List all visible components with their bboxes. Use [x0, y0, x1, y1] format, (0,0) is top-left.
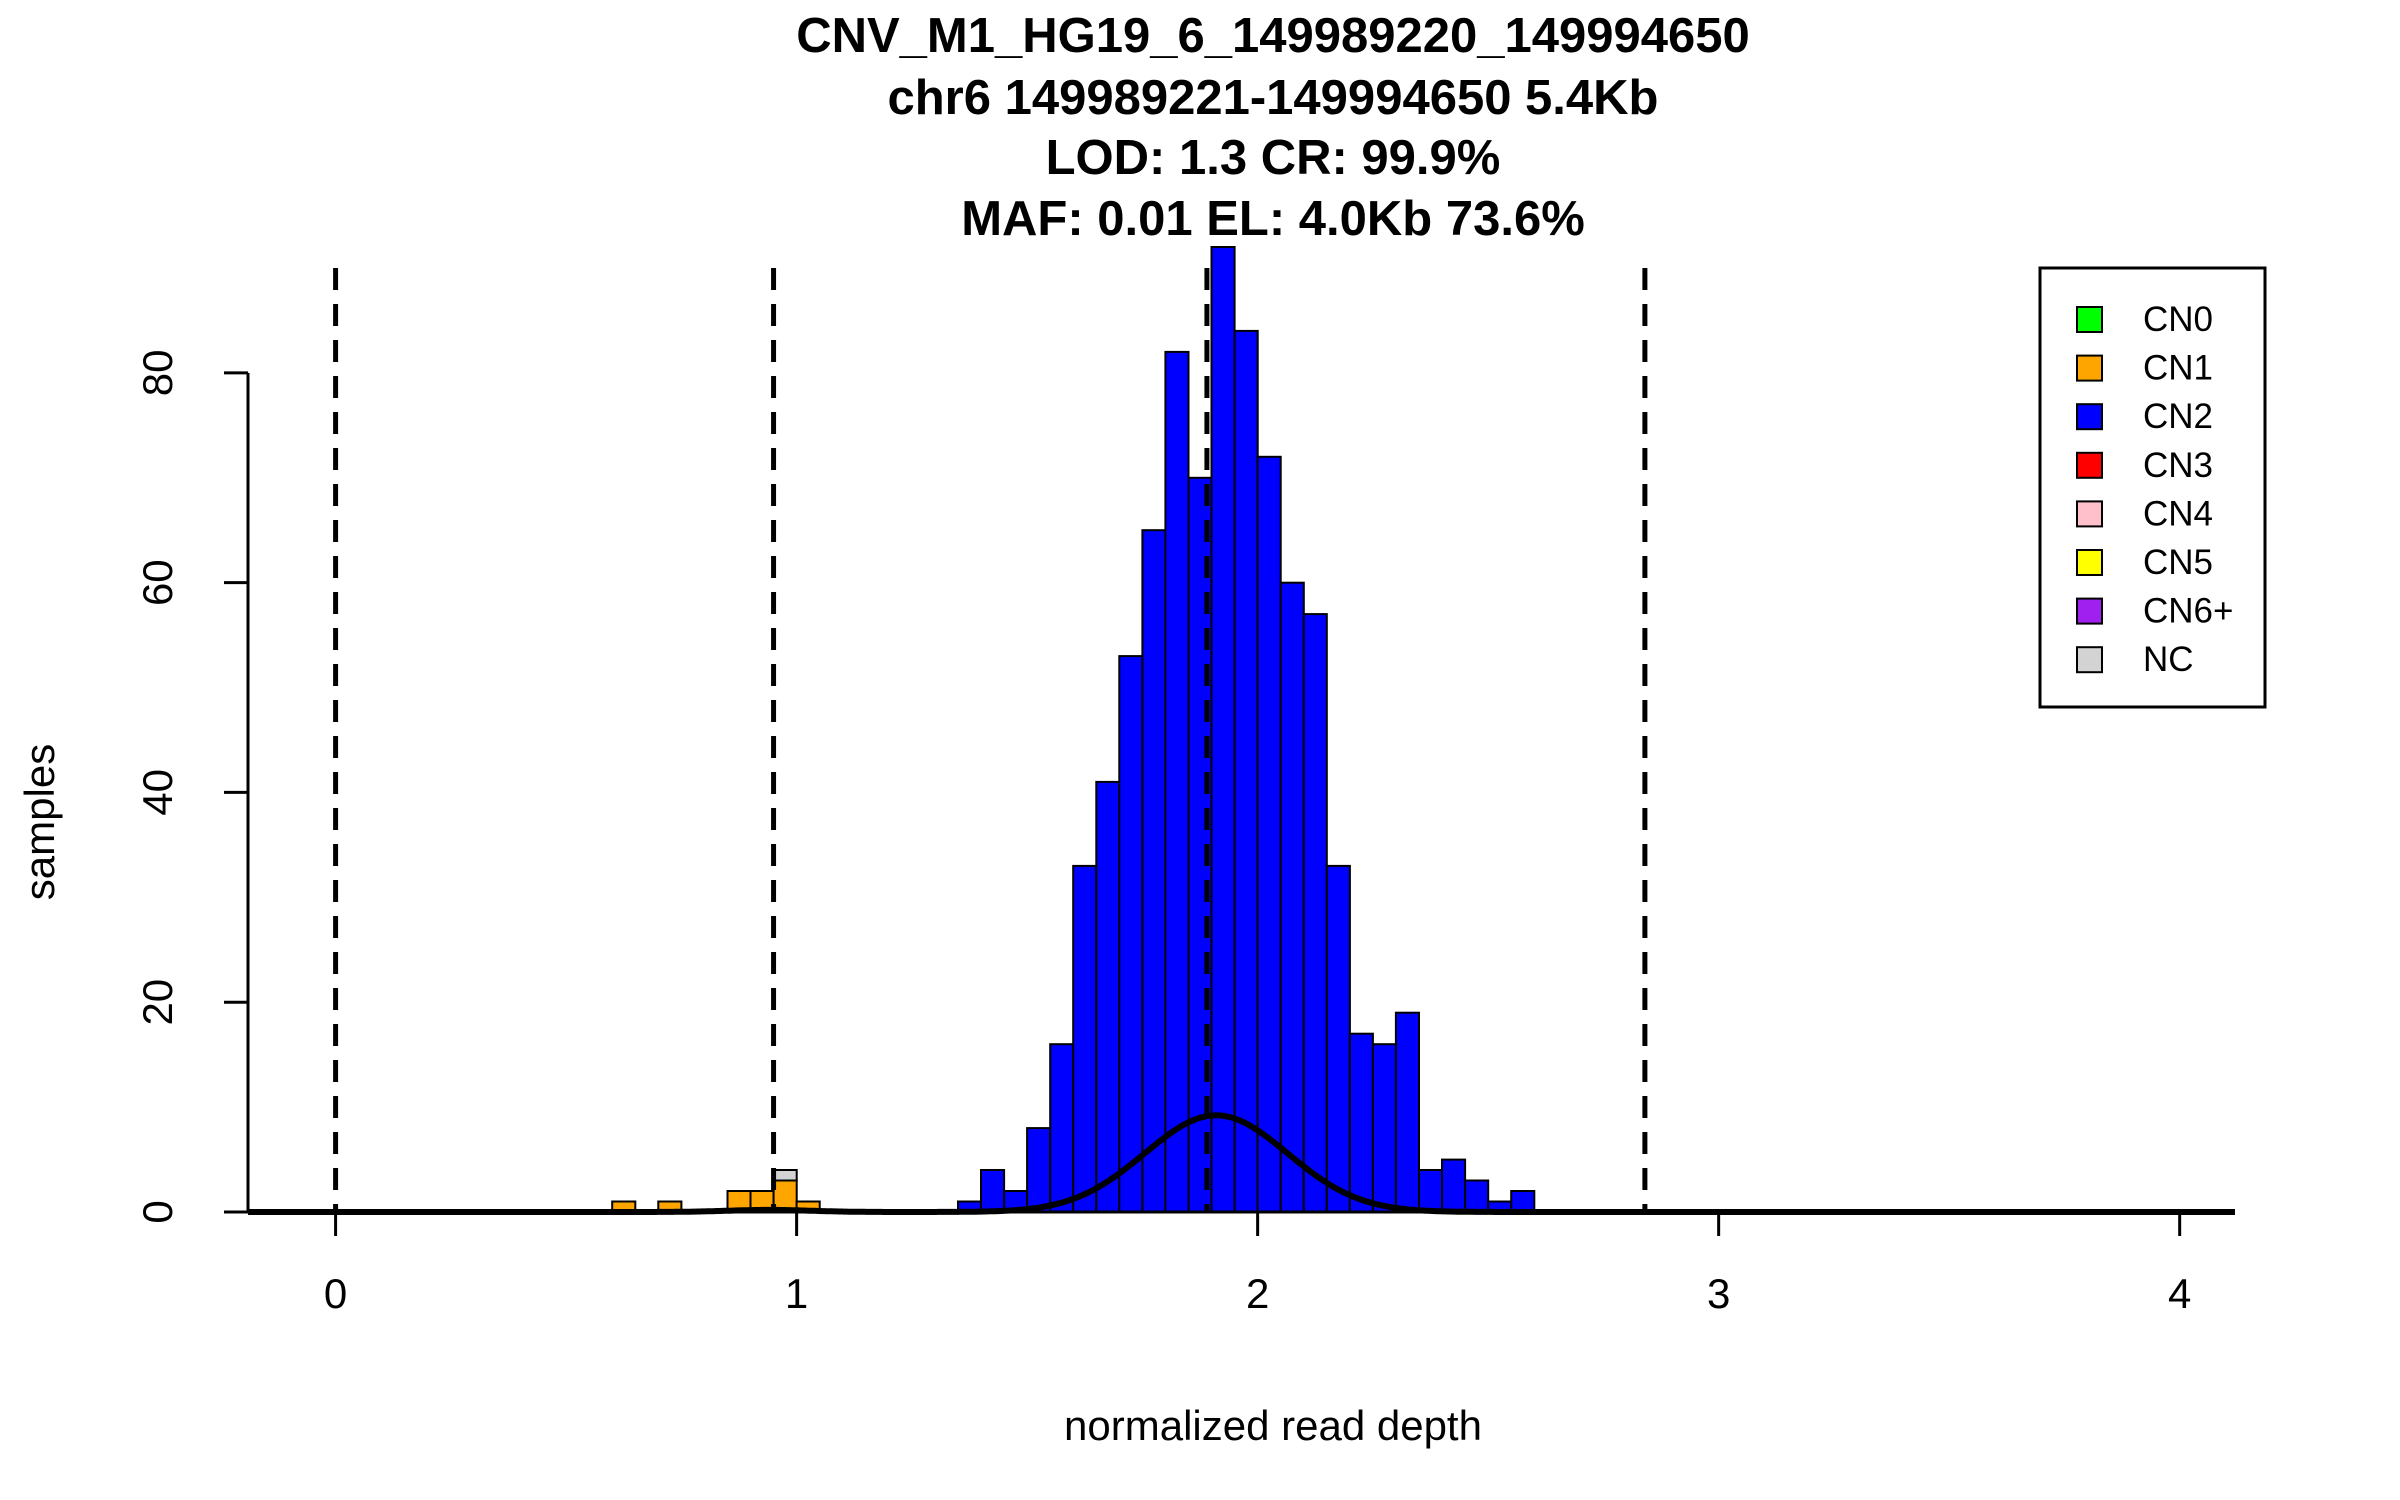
title-line-3: LOD: 1.3 CR: 99.9%	[1046, 131, 1501, 185]
legend-swatch-cn2	[2076, 403, 2103, 431]
x-tick-label-0: 0	[324, 1270, 347, 1317]
chart-title: CNV_M1_HG19_6_149989220_149994650 chr6 1…	[796, 9, 1750, 246]
bar-cn2-15	[1302, 613, 1328, 1213]
bar-cn2-13	[1256, 455, 1282, 1213]
legend-swatch-cn3	[2076, 451, 2103, 479]
bar-cn2-1	[980, 1169, 1006, 1213]
x-tick-label-4: 4	[2168, 1270, 2191, 1317]
legend-swatch-nc	[2076, 646, 2103, 674]
y-tick-label-0: 0	[134, 1200, 181, 1223]
x-tick-label-2: 2	[1246, 1270, 1269, 1317]
y-tick-label-20: 20	[134, 979, 181, 1026]
legend: CN0 CN1 CN2 CN3 CN4 CN5 CN6+ NC	[2038, 266, 2267, 709]
y-tick-label-60: 60	[134, 559, 181, 606]
legend-label-cn5: CN5	[2143, 543, 2213, 582]
bar-cn2-22	[1464, 1179, 1490, 1213]
legend-swatch-cn5	[2076, 549, 2103, 576]
legend-label-cn1: CN1	[2143, 349, 2213, 388]
legend-swatch-cn0	[2076, 306, 2103, 333]
legend-swatch-cn4	[2076, 500, 2103, 528]
bar-cn2-14	[1279, 581, 1305, 1213]
title-line-4: MAF: 0.01 EL: 4.0Kb 73.6%	[961, 192, 1585, 246]
x-tick-label-3: 3	[1707, 1270, 1730, 1317]
x-axis: 0 1 2 3 4	[248, 1210, 2235, 1317]
title-line-1: CNV_M1_HG19_6_149989220_149994650	[796, 9, 1750, 63]
x-tick-label-1: 1	[785, 1270, 808, 1317]
bar-cn2-12	[1233, 329, 1259, 1213]
y-axis: 0 20 40 60 80	[134, 350, 250, 1224]
legend-label-nc: NC	[2143, 640, 2194, 679]
legend-box	[2038, 266, 2267, 709]
bar-cn2-9	[1164, 350, 1190, 1213]
bar-cn2-5	[1072, 864, 1098, 1214]
bar-cn2-16	[1325, 864, 1351, 1214]
bar-cn2-21	[1441, 1158, 1467, 1213]
y-axis-label: samples	[16, 744, 63, 900]
histogram-bars	[611, 246, 1536, 1214]
bar-cn2-3	[1026, 1127, 1052, 1213]
bar-cn2-24	[1510, 1190, 1536, 1213]
legend-label-cn4: CN4	[2143, 494, 2213, 533]
legend-label-cn6plus: CN6+	[2143, 592, 2233, 631]
bar-cn2-6	[1095, 780, 1121, 1214]
bar-cn2-17	[1348, 1032, 1374, 1213]
legend-swatch-cn1	[2076, 354, 2103, 382]
bar-cn2-19	[1394, 1011, 1421, 1214]
legend-label-cn0: CN0	[2143, 300, 2213, 339]
legend-swatch-cn6plus	[2076, 597, 2103, 625]
title-line-2: chr6 149989221-149994650 5.4Kb	[887, 71, 1658, 125]
bar-cn2-8	[1141, 529, 1167, 1213]
bar-cn2-4	[1049, 1043, 1075, 1213]
legend-label-cn3: CN3	[2143, 446, 2213, 485]
bar-cn2-7	[1118, 655, 1144, 1213]
bar-cn2-11	[1210, 246, 1236, 1213]
y-tick-label-80: 80	[134, 350, 181, 397]
bar-cn2-20	[1418, 1169, 1444, 1213]
bar-nc-0	[772, 1169, 798, 1182]
legend-label-cn2: CN2	[2143, 397, 2213, 436]
x-axis-label: normalized read depth	[1064, 1402, 1482, 1449]
y-tick-label-40: 40	[134, 769, 181, 816]
copy-number-thresholds	[333, 268, 1648, 1212]
bar-cn2-18	[1371, 1043, 1398, 1213]
